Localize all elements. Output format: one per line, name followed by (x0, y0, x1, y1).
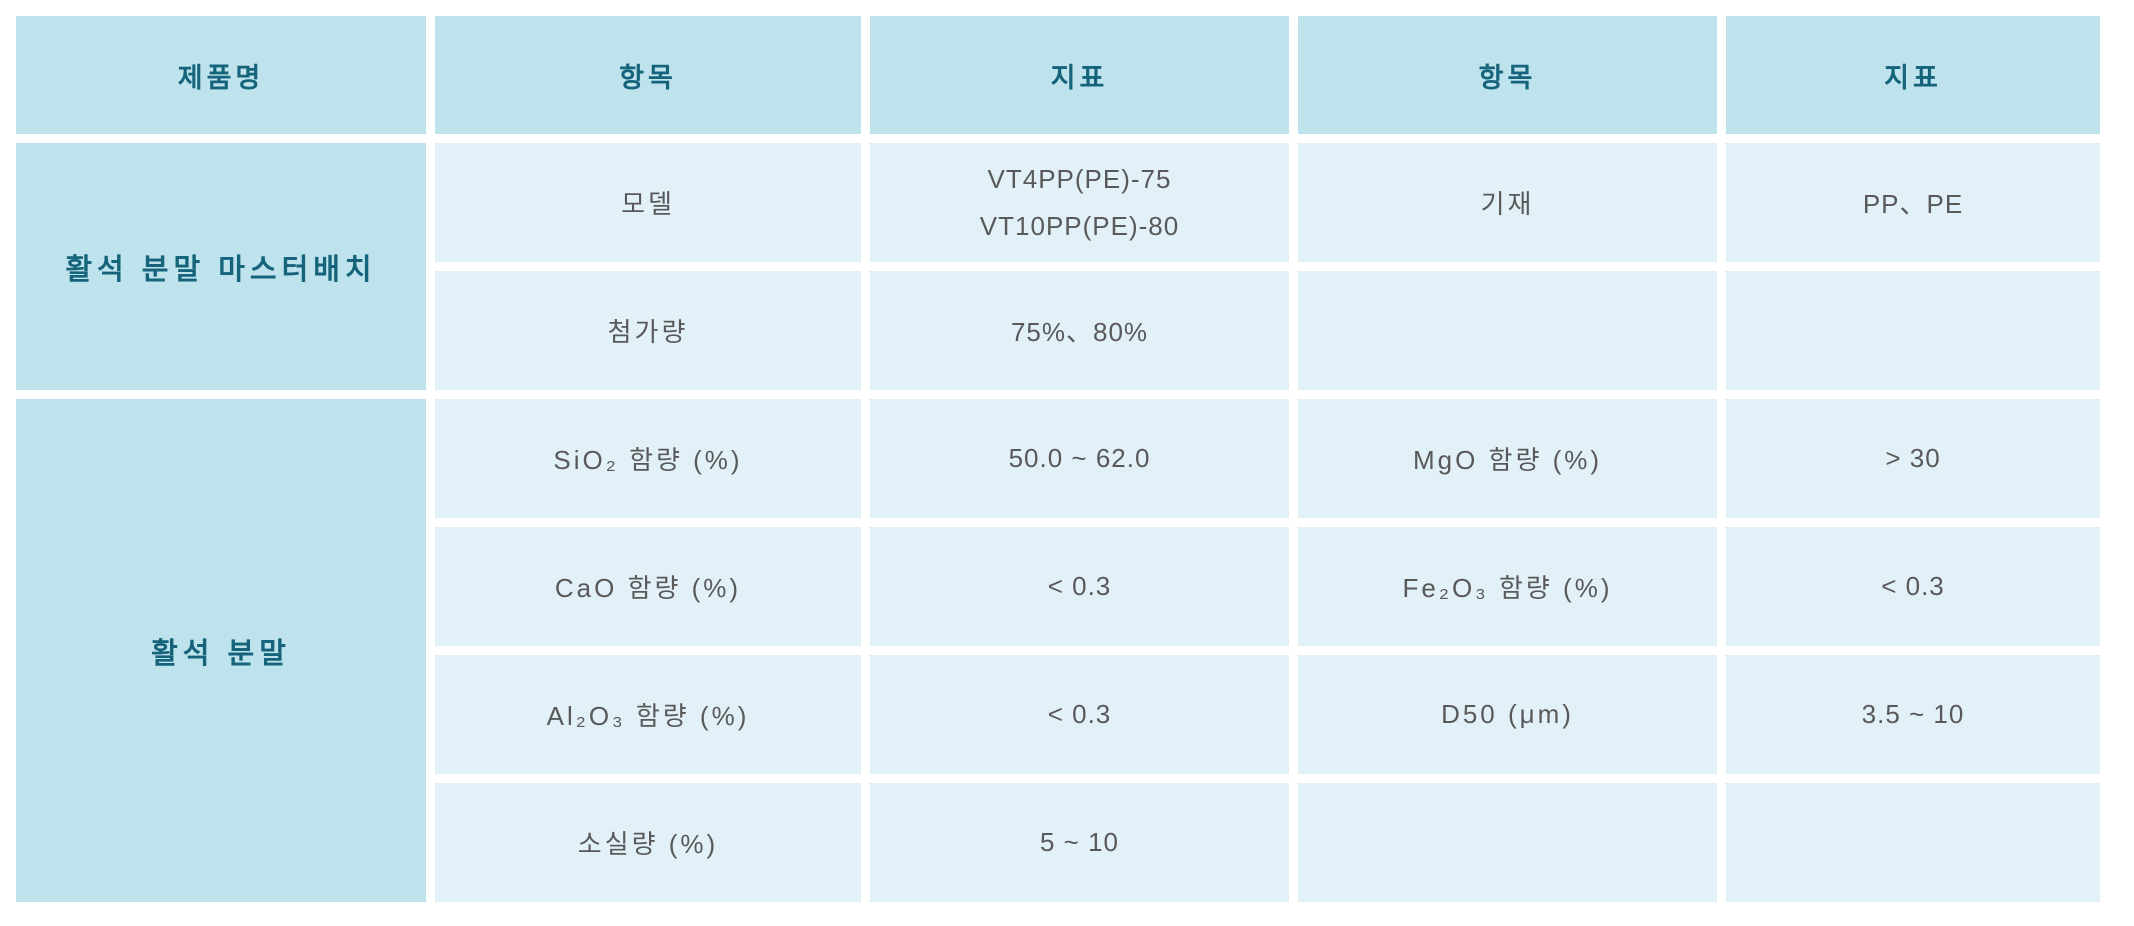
empty-value-cell (1726, 783, 2100, 902)
value-cell: VT4PP(PE)-75 VT10PP(PE)-80 (870, 143, 1289, 262)
product-cell-talc-powder: 활석 분말 (16, 399, 426, 902)
item-cell: CaO 함량 (%) (435, 527, 861, 646)
empty-item-cell (1298, 783, 1717, 902)
value-cell: 3.5 ~ 10 (1726, 655, 2100, 774)
table-row: Al₂O₃ 함량 (%) < 0.3 D50 (μm) 3.5 ~ 10 (16, 655, 2100, 774)
value-cell: < 0.3 (1726, 527, 2100, 646)
column-header-product: 제품명 (16, 16, 426, 134)
value-cell: 50.0 ~ 62.0 (870, 399, 1289, 518)
table-row: 활석 분말 마스터배치 모델 VT4PP(PE)-75 VT10PP(PE)-8… (16, 143, 2100, 390)
table-row: 첨가량 75%、80% (16, 271, 2100, 390)
spec-table: 제품명 항목 지표 항목 지표 활석 분말 마스터배치 모델 VT4PP(PE)… (7, 7, 2109, 911)
item-cell: Fe₂O₃ 함량 (%) (1298, 527, 1717, 646)
item-cell: SiO₂ 함량 (%) (435, 399, 861, 518)
item-cell: 첨가량 (435, 271, 861, 390)
value-cell: PP、PE (1726, 143, 2100, 262)
value-cell: > 30 (1726, 399, 2100, 518)
item-cell: 소실량 (%) (435, 783, 861, 902)
value-cell: 75%、80% (870, 271, 1289, 390)
empty-item-cell (1298, 271, 1717, 390)
item-cell: 모델 (435, 143, 861, 262)
item-cell: 기재 (1298, 143, 1717, 262)
empty-value-cell (1726, 271, 2100, 390)
column-header-spec-1: 지표 (870, 16, 1289, 134)
value-cell: < 0.3 (870, 527, 1289, 646)
column-header-spec-2: 지표 (1726, 16, 2100, 134)
item-cell: Al₂O₃ 함량 (%) (435, 655, 861, 774)
header-row: 제품명 항목 지표 항목 지표 (16, 16, 2100, 134)
item-cell: MgO 함량 (%) (1298, 399, 1717, 518)
table-row: 소실량 (%) 5 ~ 10 (16, 783, 2100, 902)
product-cell-masterbatch: 활석 분말 마스터배치 (16, 143, 426, 390)
item-cell: D50 (μm) (1298, 655, 1717, 774)
value-cell: 5 ~ 10 (870, 783, 1289, 902)
table-row: 활석 분말 SiO₂ 함량 (%) 50.0 ~ 62.0 MgO 함량 (%)… (16, 399, 2100, 902)
column-header-item-2: 항목 (1298, 16, 1717, 134)
value-cell: < 0.3 (870, 655, 1289, 774)
column-header-item-1: 항목 (435, 16, 861, 134)
table-row: CaO 함량 (%) < 0.3 Fe₂O₃ 함량 (%) < 0.3 (16, 527, 2100, 646)
